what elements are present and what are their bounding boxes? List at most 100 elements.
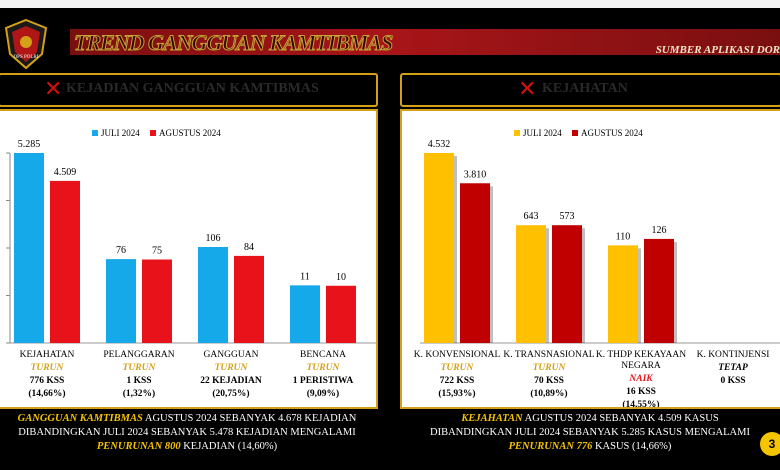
trend-detail: 722 KSS bbox=[440, 376, 475, 386]
trend-status: TURUN bbox=[533, 363, 567, 373]
category-label: KEJAHATAN bbox=[20, 350, 75, 360]
trend-percent: (20,75%) bbox=[212, 388, 249, 399]
bar-shadow bbox=[582, 228, 585, 343]
data-label: 84 bbox=[244, 242, 254, 253]
category-label: K. KONTINJENSI bbox=[697, 350, 770, 360]
category-label: GANGGUAN bbox=[204, 350, 259, 360]
legend-swatch bbox=[92, 130, 98, 136]
legend-label: JULI 2024 bbox=[101, 128, 140, 138]
trend-percent: (1,32%) bbox=[123, 388, 155, 399]
category-label: K. KONVENSIONAL bbox=[414, 350, 501, 360]
data-label: 4.509 bbox=[54, 167, 77, 178]
data-label: 11 bbox=[300, 271, 310, 282]
left-chart-panel: JULI 2024 AGUSTUS 2024 5.285 4.509 KEJAHATAN… bbox=[0, 109, 382, 409]
category-label: K. TRANSNASIONAL bbox=[503, 350, 594, 360]
header: OPS POLRI TREND GANGGUAN KAMTIBMAS SUMBE… bbox=[0, 8, 780, 70]
trend-detail: 0 KSS bbox=[720, 376, 745, 386]
data-label: 4.532 bbox=[428, 139, 451, 150]
right-summary-line1: KEJAHATAN AGUSTUS 2024 SEBANYAK 4.509 KA… bbox=[461, 413, 719, 424]
legend-label: JULI 2024 bbox=[523, 128, 562, 138]
data-label: 75 bbox=[152, 246, 162, 257]
bar-shadow bbox=[546, 228, 549, 343]
bar-shadow bbox=[490, 186, 493, 343]
left-bar-chart: JULI 2024 AGUSTUS 2024 5.285 4.509 KEJAHATAN… bbox=[6, 128, 382, 399]
header-strip bbox=[70, 29, 780, 55]
right-panel-header: ✕ KEJAHATAN bbox=[400, 73, 780, 107]
trend-percent: (14,66%) bbox=[28, 388, 65, 399]
data-label: 10 bbox=[336, 272, 346, 283]
trend-status: TURUN bbox=[123, 363, 157, 373]
top-white-bar bbox=[0, 0, 780, 8]
bar bbox=[326, 285, 356, 343]
close-x-icon: ✕ bbox=[518, 77, 537, 102]
legend-swatch bbox=[150, 130, 156, 136]
bar bbox=[234, 255, 264, 343]
close-x-icon: ✕ bbox=[44, 77, 63, 102]
data-label: 76 bbox=[116, 245, 126, 256]
data-label: 126 bbox=[652, 225, 667, 236]
page-number: 3 bbox=[760, 432, 780, 456]
police-shield-logo: OPS POLRI bbox=[4, 18, 48, 70]
trend-detail: 22 KEJADIAN bbox=[200, 376, 262, 386]
left-panel-title: KEJADIAN GANGGUAN KAMTIBMAS bbox=[66, 81, 319, 96]
category-label: NEGARA bbox=[621, 361, 661, 371]
left-summary-line1: GANGGUAN KAMTIBMAS AGUSTUS 2024 SEBANYAK… bbox=[17, 413, 357, 424]
category-label: K. THDP KEKAYAAN bbox=[596, 350, 686, 360]
bar-shadow bbox=[674, 241, 677, 343]
right-summary-line3: PENURUNAN 776 KASUS (14,66%) bbox=[508, 441, 672, 452]
right-panel-title: KEJAHATAN bbox=[542, 81, 628, 96]
bar bbox=[424, 153, 454, 343]
source-label: SUMBER APLIKASI DOR bbox=[655, 44, 780, 56]
left-summary: GANGGUAN KAMTIBMAS AGUSTUS 2024 SEBANYAK… bbox=[0, 412, 374, 454]
trend-percent: (10,89%) bbox=[530, 388, 567, 399]
data-label: 5.285 bbox=[18, 139, 41, 150]
bar bbox=[460, 183, 490, 343]
trend-status: TURUN bbox=[307, 363, 341, 373]
bar bbox=[142, 259, 172, 343]
legend-label: AGUSTUS 2024 bbox=[581, 128, 643, 138]
left-panel-header: ✕ KEJADIAN GANGGUAN KAMTIBMAS bbox=[0, 73, 378, 107]
legend-swatch bbox=[514, 130, 520, 136]
bar bbox=[516, 225, 546, 343]
logo-text: OPS POLRI bbox=[14, 55, 39, 60]
category-label: BENCANA bbox=[300, 350, 346, 360]
trend-detail: 1 PERISTIWA bbox=[293, 376, 354, 386]
data-label: 643 bbox=[524, 211, 539, 222]
data-label: 3.810 bbox=[464, 169, 487, 180]
trend-detail: 1 KSS bbox=[126, 376, 151, 386]
trend-detail: 776 KSS bbox=[30, 376, 65, 386]
legend-swatch bbox=[572, 130, 578, 136]
legend-label: AGUSTUS 2024 bbox=[159, 128, 221, 138]
bar bbox=[198, 247, 228, 343]
data-label: 110 bbox=[616, 231, 631, 242]
bar bbox=[608, 245, 638, 343]
data-label: 106 bbox=[206, 233, 221, 244]
trend-status: TURUN bbox=[31, 363, 65, 373]
right-bar-chart: JULI 2024 AGUSTUS 2024 4.532 3.810 K. KONVEN… bbox=[414, 128, 780, 410]
trend-detail: 16 KSS bbox=[626, 387, 656, 397]
trend-percent: (9,09%) bbox=[307, 388, 339, 399]
data-label: 573 bbox=[560, 211, 575, 222]
right-chart-panel: JULI 2024 AGUSTUS 2024 4.532 3.810 K. KONVEN… bbox=[400, 109, 780, 410]
left-summary-line2: DIBANDINGKAN JULI 2024 SEBANYAK 5.478 KE… bbox=[18, 427, 356, 438]
trend-detail: 70 KSS bbox=[534, 376, 564, 386]
right-summary: KEJAHATAN AGUSTUS 2024 SEBANYAK 4.509 KA… bbox=[402, 412, 778, 454]
trend-percent: (15,93%) bbox=[438, 388, 475, 399]
trend-status: TURUN bbox=[215, 363, 249, 373]
bar bbox=[552, 225, 582, 343]
right-summary-line2: DIBANDINGKAN JULI 2024 SEBANYAK 5.285 KA… bbox=[430, 427, 750, 438]
page-title: TREND GANGGUAN KAMTIBMAS bbox=[73, 30, 393, 56]
bar-shadow bbox=[638, 248, 641, 343]
category-label: PELANGGARAN bbox=[103, 350, 174, 360]
trend-status: TETAP bbox=[718, 363, 748, 373]
bar bbox=[14, 153, 44, 343]
trend-status: TURUN bbox=[441, 363, 475, 373]
trend-percent: (14,55%) bbox=[622, 399, 659, 407]
bar bbox=[290, 285, 320, 343]
bar bbox=[106, 259, 136, 343]
bar-shadow bbox=[454, 156, 457, 343]
left-summary-line3: PENURUNAN 800 KEJADIAN (14,60%) bbox=[96, 441, 278, 452]
bar bbox=[644, 238, 674, 343]
trend-status: NAIK bbox=[628, 374, 653, 384]
bar bbox=[50, 180, 80, 343]
